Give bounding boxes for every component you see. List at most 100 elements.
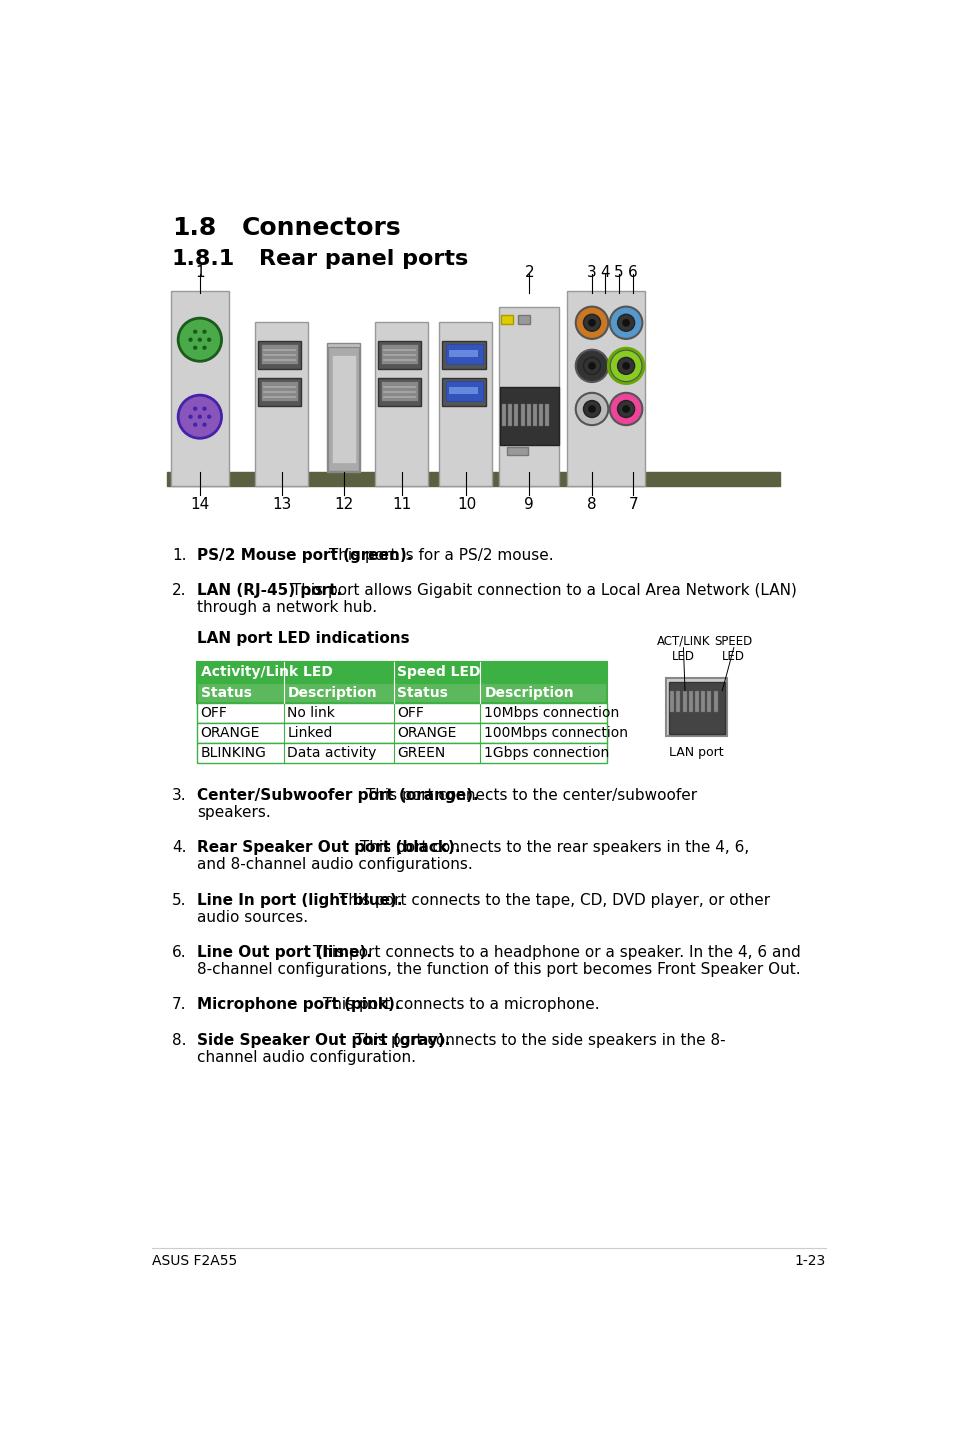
FancyBboxPatch shape [517, 315, 530, 324]
Text: Connectors: Connectors [241, 216, 401, 241]
FancyBboxPatch shape [499, 388, 558, 445]
FancyBboxPatch shape [448, 351, 477, 357]
Circle shape [617, 358, 634, 374]
FancyBboxPatch shape [196, 683, 607, 703]
Text: 10: 10 [456, 497, 476, 511]
Circle shape [609, 392, 641, 425]
FancyBboxPatch shape [676, 690, 679, 712]
Circle shape [202, 329, 207, 334]
Text: Speed LED: Speed LED [397, 664, 480, 679]
FancyBboxPatch shape [261, 381, 298, 401]
FancyBboxPatch shape [670, 690, 674, 712]
Text: 8.: 8. [172, 1032, 186, 1048]
Circle shape [188, 338, 193, 342]
FancyBboxPatch shape [700, 690, 704, 712]
Circle shape [193, 329, 197, 334]
Circle shape [583, 401, 599, 418]
Circle shape [202, 407, 207, 411]
Text: 6: 6 [627, 265, 638, 281]
Text: 5.: 5. [172, 892, 186, 908]
Text: 1.: 1. [172, 547, 186, 563]
Text: 12: 12 [334, 497, 354, 511]
FancyBboxPatch shape [508, 404, 512, 425]
Text: 7.: 7. [172, 997, 186, 1012]
Text: 7: 7 [628, 497, 638, 511]
Text: 4.: 4. [172, 841, 186, 855]
FancyBboxPatch shape [171, 291, 229, 485]
FancyBboxPatch shape [439, 322, 492, 485]
FancyBboxPatch shape [442, 341, 485, 369]
Text: This port allows Gigabit connection to a Local Area Network (LAN): This port allows Gigabit connection to a… [286, 583, 796, 599]
Text: GREEN: GREEN [397, 746, 445, 760]
FancyBboxPatch shape [501, 404, 505, 425]
Text: 8: 8 [587, 497, 597, 511]
Text: Status: Status [200, 686, 252, 700]
Text: 5: 5 [614, 265, 623, 281]
FancyBboxPatch shape [254, 322, 307, 485]
Text: LAN port: LAN port [669, 746, 723, 759]
Circle shape [193, 407, 197, 411]
Text: 1.8.1: 1.8.1 [172, 249, 235, 269]
Text: 1: 1 [194, 265, 205, 281]
Text: Data activity: Data activity [287, 746, 376, 760]
Text: ASUS F2A55: ASUS F2A55 [152, 1254, 236, 1269]
FancyBboxPatch shape [567, 291, 644, 485]
Circle shape [617, 314, 634, 331]
Text: Microphone port (pink).: Microphone port (pink). [196, 997, 400, 1012]
Text: Description: Description [484, 686, 574, 700]
FancyBboxPatch shape [196, 723, 607, 743]
FancyBboxPatch shape [688, 690, 692, 712]
Text: This port connects to the center/subwoofer: This port connects to the center/subwoof… [360, 788, 696, 803]
FancyBboxPatch shape [445, 344, 482, 364]
FancyBboxPatch shape [381, 344, 418, 364]
Circle shape [575, 349, 608, 382]
FancyBboxPatch shape [196, 662, 607, 683]
Circle shape [178, 318, 221, 361]
Text: 10Mbps connection: 10Mbps connection [484, 706, 618, 720]
Circle shape [188, 414, 193, 418]
Circle shape [193, 345, 197, 349]
Circle shape [178, 395, 221, 438]
FancyBboxPatch shape [257, 378, 301, 405]
Text: Status: Status [397, 686, 448, 700]
Text: Center/Subwoofer port (orange).: Center/Subwoofer port (orange). [196, 788, 477, 803]
Text: 1Gbps connection: 1Gbps connection [484, 746, 609, 760]
FancyBboxPatch shape [261, 344, 298, 364]
FancyBboxPatch shape [526, 404, 530, 425]
Text: 2.: 2. [172, 583, 186, 599]
FancyBboxPatch shape [327, 342, 360, 473]
Text: ACT/LINK
LED: ACT/LINK LED [656, 634, 709, 663]
FancyBboxPatch shape [381, 381, 418, 401]
Text: Line Out port (lime).: Line Out port (lime). [196, 945, 372, 959]
FancyBboxPatch shape [167, 473, 779, 485]
Text: through a network hub.: through a network hub. [196, 600, 376, 614]
FancyBboxPatch shape [668, 682, 723, 735]
Text: LAN (RJ-45) port.: LAN (RJ-45) port. [196, 583, 341, 599]
Text: Line In port (light blue).: Line In port (light blue). [196, 892, 402, 908]
FancyBboxPatch shape [695, 690, 699, 712]
Circle shape [617, 401, 634, 418]
Text: 14: 14 [190, 497, 210, 511]
Text: 11: 11 [392, 497, 412, 511]
Circle shape [575, 392, 608, 425]
FancyBboxPatch shape [196, 703, 607, 723]
FancyBboxPatch shape [520, 404, 524, 425]
Text: 3: 3 [586, 265, 597, 281]
Circle shape [583, 314, 599, 331]
Circle shape [621, 405, 629, 412]
FancyBboxPatch shape [545, 404, 549, 425]
Circle shape [587, 362, 596, 369]
Text: OFF: OFF [397, 706, 424, 720]
Circle shape [621, 319, 629, 326]
Circle shape [202, 422, 207, 427]
Text: Linked: Linked [287, 726, 333, 740]
Text: This port connects to the side speakers in the 8-: This port connects to the side speakers … [350, 1032, 725, 1048]
Circle shape [202, 345, 207, 349]
Circle shape [575, 306, 608, 339]
Text: This port connects to a headphone or a speaker. In the 4, 6 and: This port connects to a headphone or a s… [308, 945, 800, 959]
Text: ORANGE: ORANGE [397, 726, 456, 740]
FancyBboxPatch shape [445, 381, 482, 401]
Text: This port is for a PS/2 mouse.: This port is for a PS/2 mouse. [323, 547, 553, 563]
FancyBboxPatch shape [707, 690, 711, 712]
FancyBboxPatch shape [332, 355, 356, 463]
